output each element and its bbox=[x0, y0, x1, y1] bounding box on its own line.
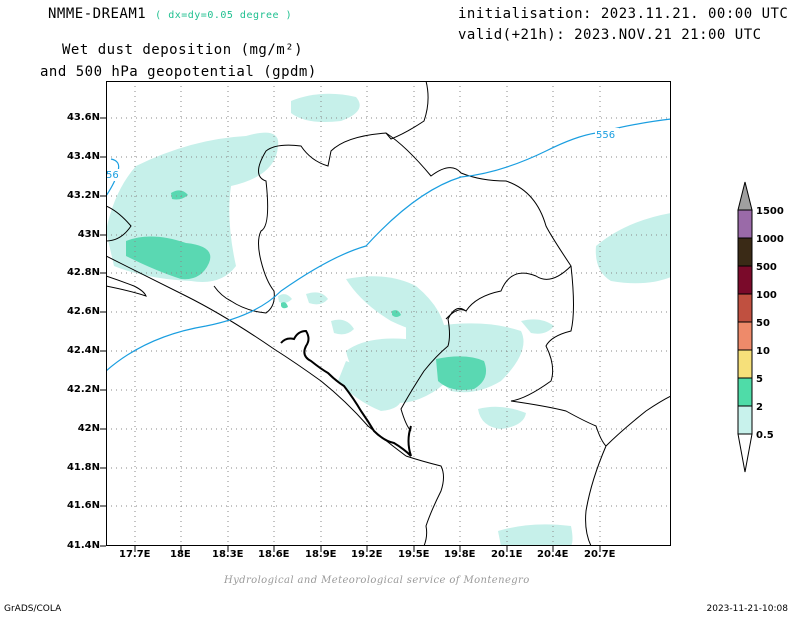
legend-swatch-top bbox=[737, 181, 753, 211]
map-title-line2: and 500 hPa geopotential (gpdm) bbox=[40, 64, 317, 80]
resolution-label: ( dx=dy=0.05 degree ) bbox=[155, 10, 293, 21]
legend-level: 1500 bbox=[756, 206, 784, 217]
contour-label-556: 556 bbox=[596, 130, 615, 141]
lon-label: 20.7E bbox=[584, 549, 616, 560]
legend-level: 50 bbox=[756, 318, 770, 329]
legend-level: 500 bbox=[756, 262, 777, 273]
lat-label: 42.6N bbox=[66, 306, 100, 317]
footer-software: GrADS/COLA bbox=[4, 604, 62, 614]
model-title: NMME-DREAM1 ( dx=dy=0.05 degree ) bbox=[48, 6, 292, 22]
map-frame bbox=[106, 81, 671, 546]
lon-label: 19.8E bbox=[444, 549, 476, 560]
contour-label-bg bbox=[595, 128, 619, 140]
legend-swatch bbox=[737, 377, 753, 407]
country-borders bbox=[106, 81, 671, 546]
map-panel: 556 56 bbox=[106, 81, 671, 546]
legend-level: 5 bbox=[756, 374, 763, 385]
lon-label: 19.5E bbox=[398, 549, 430, 560]
lat-label: 41.4N bbox=[66, 540, 100, 551]
lon-label: 19.2E bbox=[351, 549, 383, 560]
map-title-line1: Wet dust deposition (mg/m²) bbox=[62, 42, 304, 58]
legend-swatch bbox=[737, 209, 753, 239]
lon-label: 18.3E bbox=[212, 549, 244, 560]
legend-swatch bbox=[737, 293, 753, 323]
model-name: NMME-DREAM1 bbox=[48, 6, 147, 22]
geopotential-contour bbox=[106, 118, 671, 372]
legend-level: 0.5 bbox=[756, 430, 774, 441]
lat-label: 42.8N bbox=[66, 267, 100, 278]
axis-ticks bbox=[100, 117, 601, 552]
lat-label: 41.8N bbox=[66, 462, 100, 473]
dust-medium-areas bbox=[126, 190, 487, 390]
lat-label: 43.4N bbox=[66, 151, 100, 162]
legend-swatch bbox=[737, 349, 753, 379]
lat-label: 42.2N bbox=[66, 384, 100, 395]
legend-level: 100 bbox=[756, 290, 777, 301]
lat-label: 43.6N bbox=[66, 112, 100, 123]
legend-level: 1000 bbox=[756, 234, 784, 245]
legend-swatch bbox=[737, 321, 753, 351]
legend-level: 2 bbox=[756, 402, 763, 413]
legend-swatch bbox=[737, 237, 753, 267]
lat-label: 42N bbox=[77, 423, 100, 434]
colorbar-legend: 1500 1000 500 100 50 10 5 2 0.5 bbox=[737, 181, 784, 473]
lat-label: 43N bbox=[77, 229, 100, 240]
legend-swatch bbox=[737, 405, 753, 435]
lon-label: 18.9E bbox=[305, 549, 337, 560]
lat-label: 43.2N bbox=[66, 190, 100, 201]
lon-label: 18.6E bbox=[258, 549, 290, 560]
legend-level: 10 bbox=[756, 346, 770, 357]
legend-swatch-bottom bbox=[737, 433, 753, 473]
lat-label: 41.6N bbox=[66, 500, 100, 511]
credit-text: Hydrological and Meteorological service … bbox=[224, 575, 530, 586]
map-grid bbox=[106, 81, 671, 546]
legend-swatch bbox=[737, 265, 753, 295]
lon-label: 18E bbox=[170, 549, 191, 560]
contour-label-56: 56 bbox=[106, 170, 119, 181]
lon-label: 20.4E bbox=[537, 549, 569, 560]
contour-label-bg-left bbox=[106, 169, 120, 181]
init-time: initialisation: 2023.11.21. 00:00 UTC bbox=[458, 6, 789, 22]
valid-time: valid(+21h): 2023.NOV.21 21:00 UTC bbox=[458, 27, 762, 43]
lat-label: 42.4N bbox=[66, 345, 100, 356]
lon-label: 17.7E bbox=[119, 549, 151, 560]
lon-label: 20.1E bbox=[491, 549, 523, 560]
coastline bbox=[280, 329, 412, 457]
footer-timestamp: 2023-11-21-10:08 bbox=[706, 604, 789, 614]
